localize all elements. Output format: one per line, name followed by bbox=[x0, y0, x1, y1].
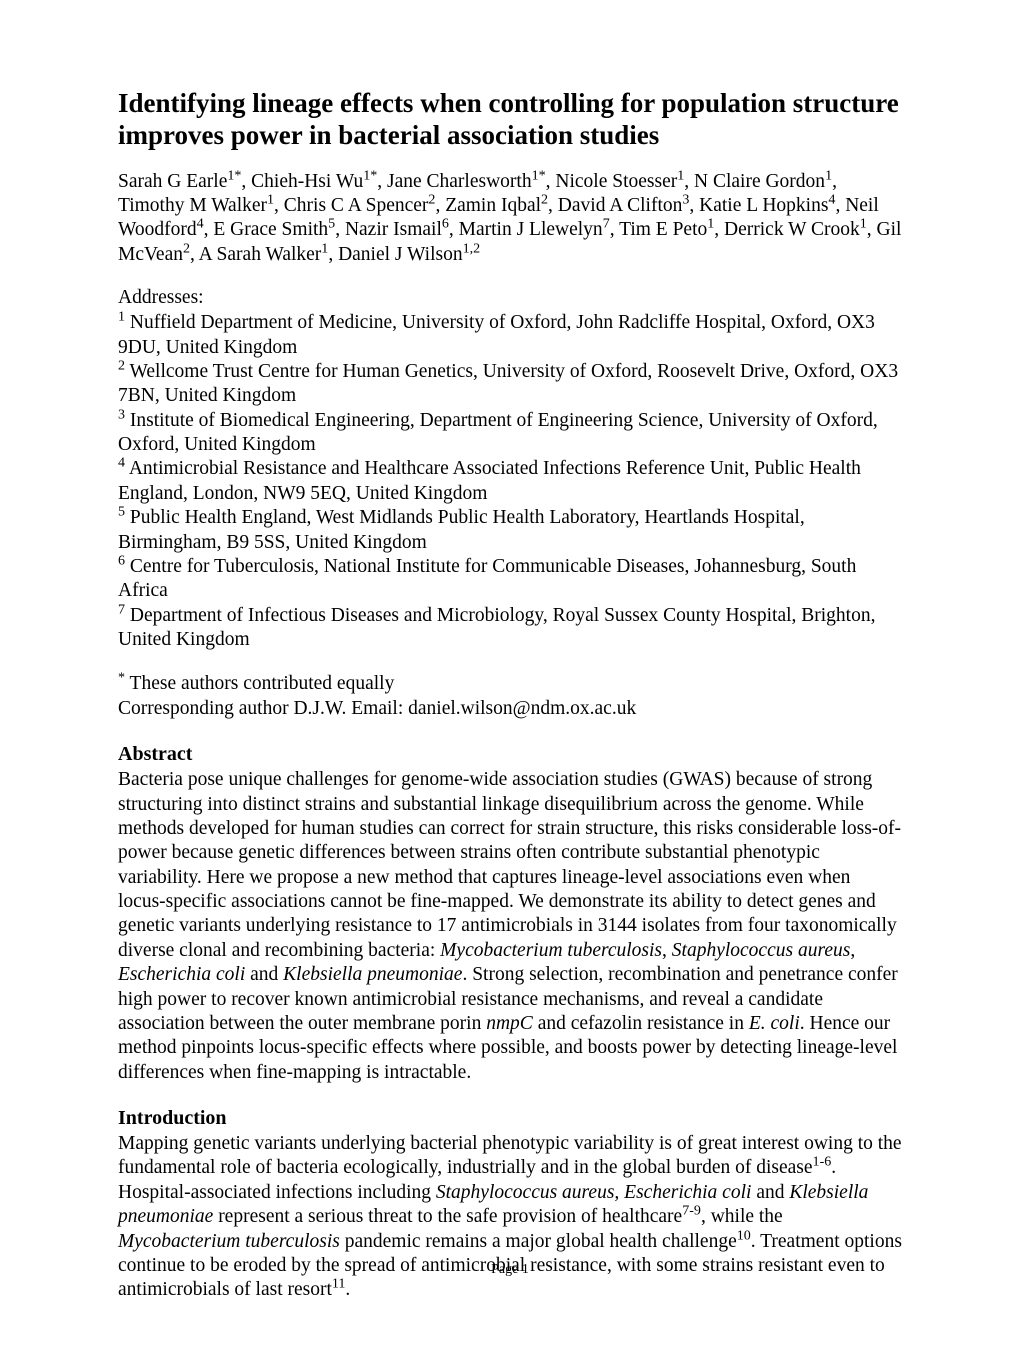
introduction-heading: Introduction bbox=[118, 1107, 902, 1130]
equal-contribution-note: * These authors contributed equally bbox=[118, 672, 902, 696]
page-number: Page 1 bbox=[0, 1262, 1020, 1278]
abstract-heading: Abstract bbox=[118, 743, 902, 766]
address-line: 6 Centre for Tuberculosis, National Inst… bbox=[118, 555, 902, 604]
address-line: 1 Nuffield Department of Medicine, Unive… bbox=[118, 311, 902, 360]
author-list: Sarah G Earle1*, Chieh-Hsi Wu1*, Jane Ch… bbox=[118, 170, 902, 268]
address-line: 4 Antimicrobial Resistance and Healthcar… bbox=[118, 457, 902, 506]
abstract-text: Bacteria pose unique challenges for geno… bbox=[118, 768, 902, 1085]
address-line: 3 Institute of Biomedical Engineering, D… bbox=[118, 409, 902, 458]
address-line: 7 Department of Infectious Diseases and … bbox=[118, 604, 902, 653]
paper-page: Identifying lineage effects when control… bbox=[0, 0, 1020, 1363]
corresponding-author: Corresponding author D.J.W. Email: danie… bbox=[118, 697, 902, 721]
address-line: 2 Wellcome Trust Centre for Human Geneti… bbox=[118, 360, 902, 409]
paper-title: Identifying lineage effects when control… bbox=[118, 88, 902, 152]
addresses-heading: Addresses: bbox=[118, 287, 902, 309]
address-line: 5 Public Health England, West Midlands P… bbox=[118, 506, 902, 555]
addresses-block: 1 Nuffield Department of Medicine, Unive… bbox=[118, 311, 902, 652]
